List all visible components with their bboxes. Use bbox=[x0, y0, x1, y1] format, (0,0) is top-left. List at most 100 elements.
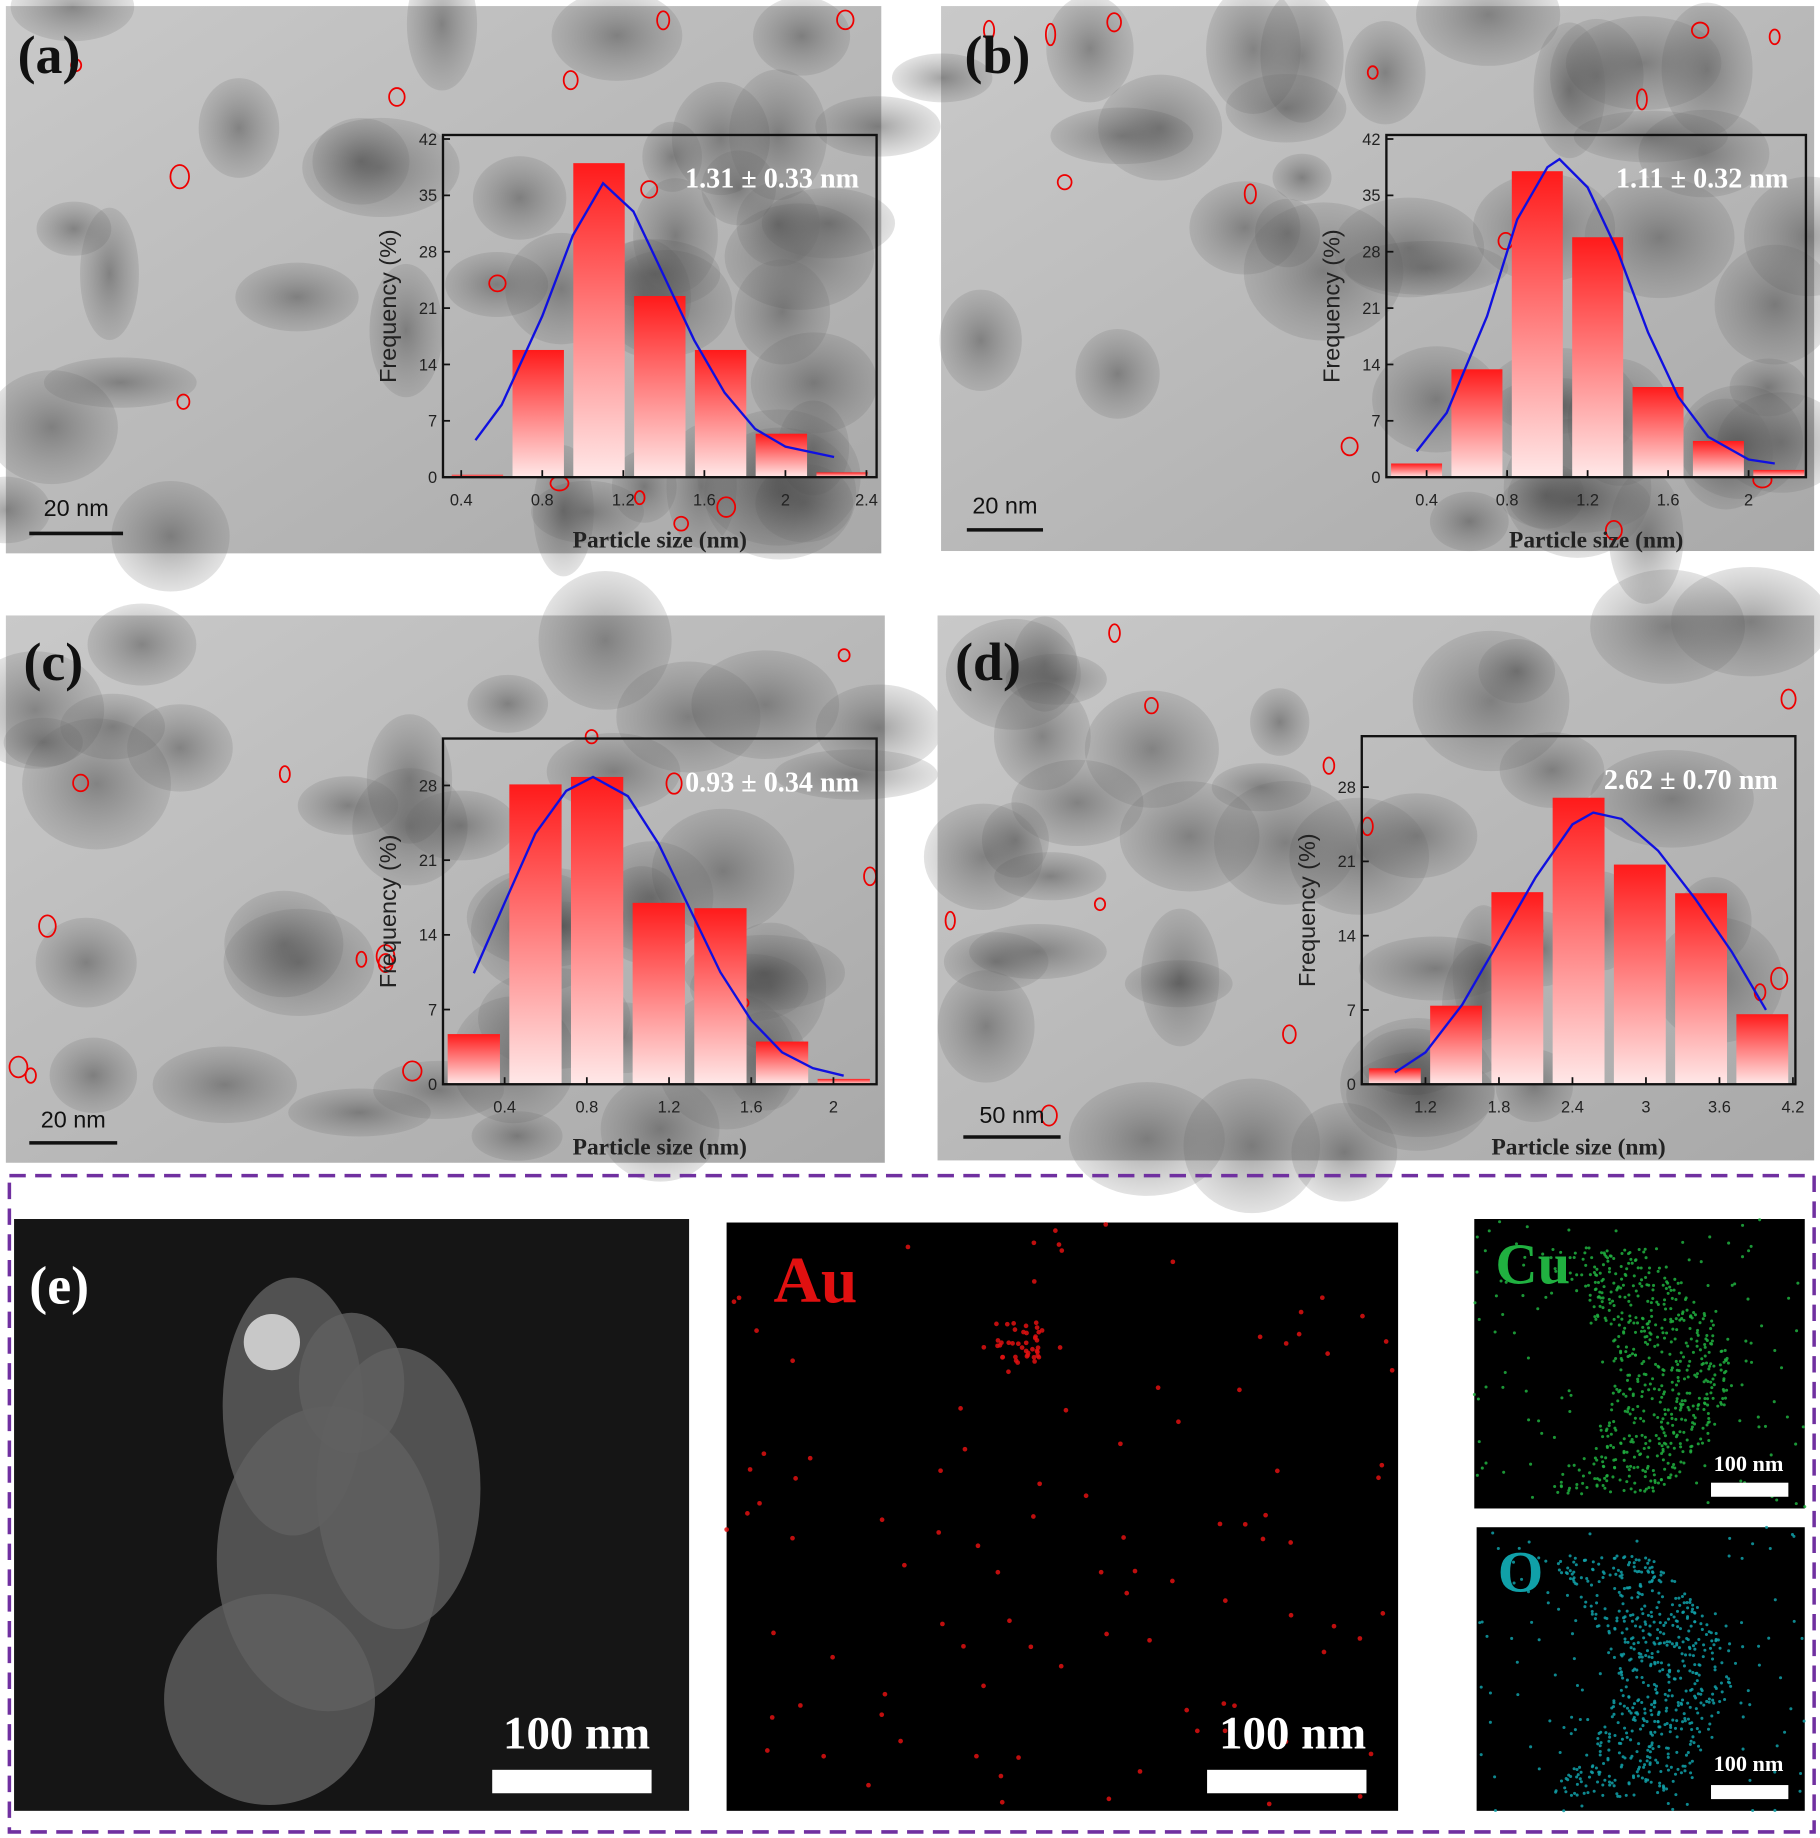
eds-dot bbox=[1693, 1373, 1697, 1377]
eds-dot bbox=[1658, 1725, 1662, 1729]
eds-dot bbox=[1749, 1244, 1753, 1248]
eds-dot bbox=[1667, 1617, 1671, 1621]
eds-dot bbox=[1703, 1397, 1707, 1401]
x-tick-label: 1.2 bbox=[658, 1098, 681, 1116]
eds-dot bbox=[1155, 1385, 1161, 1391]
eds-dot bbox=[1741, 1645, 1745, 1649]
eds-dot bbox=[1729, 1684, 1733, 1688]
eds-dot bbox=[1504, 1558, 1508, 1562]
eds-dot bbox=[1579, 1770, 1583, 1774]
eds-dot bbox=[1689, 1739, 1693, 1743]
eds-dot bbox=[1624, 1350, 1628, 1354]
eds-dot bbox=[1643, 1489, 1647, 1493]
eds-dot bbox=[1692, 1311, 1696, 1315]
eds-dot bbox=[1658, 1784, 1662, 1788]
y-tick-label: 21 bbox=[1362, 300, 1380, 318]
eds-dot bbox=[1691, 1654, 1695, 1658]
eds-dot bbox=[1630, 1619, 1634, 1623]
eds-dot bbox=[1722, 1403, 1726, 1407]
eds-dot bbox=[1668, 1668, 1672, 1672]
eds-dot bbox=[1368, 1751, 1374, 1757]
eds-dot bbox=[1646, 1464, 1650, 1468]
eds-dot bbox=[1601, 1460, 1605, 1464]
eds-dot bbox=[1624, 1345, 1628, 1349]
haadf-particle bbox=[164, 1594, 376, 1805]
eds-dot bbox=[1610, 1715, 1614, 1719]
eds-dot bbox=[1550, 1291, 1554, 1295]
eds-dot bbox=[754, 1328, 759, 1333]
eds-dot bbox=[1645, 1649, 1649, 1653]
eds-dot bbox=[1661, 1668, 1665, 1672]
eds-dot bbox=[1678, 1627, 1682, 1631]
eds-dot bbox=[1768, 1547, 1772, 1551]
eds-dot bbox=[1601, 1435, 1605, 1439]
eds-dot bbox=[1711, 1657, 1715, 1661]
eds-dot bbox=[1646, 1695, 1650, 1699]
eds-dot bbox=[1706, 1412, 1710, 1416]
eds-dot bbox=[1640, 1390, 1644, 1394]
eds-dot bbox=[1675, 1641, 1679, 1645]
eds-dot bbox=[1671, 1718, 1675, 1722]
eds-dot bbox=[1648, 1750, 1652, 1754]
eds-dot bbox=[1058, 1663, 1064, 1669]
eds-dot bbox=[1729, 1384, 1733, 1388]
eds-dot bbox=[1718, 1363, 1722, 1367]
eds-dot bbox=[1720, 1661, 1724, 1665]
eds-dot bbox=[1747, 1249, 1751, 1253]
eds-dot bbox=[1710, 1639, 1714, 1643]
eds-dot bbox=[1537, 1556, 1541, 1560]
eds-dot bbox=[1627, 1434, 1631, 1438]
eds-dot bbox=[1586, 1791, 1590, 1795]
eds-dot bbox=[1557, 1568, 1561, 1572]
eds-dot bbox=[1722, 1371, 1727, 1375]
eds-dot bbox=[1668, 1476, 1672, 1480]
eds-dot bbox=[1673, 1406, 1678, 1410]
eds-dot bbox=[1650, 1397, 1654, 1401]
eds-dot bbox=[1587, 1246, 1591, 1250]
particle-marker bbox=[24, 1067, 37, 1084]
eds-dot bbox=[1613, 1587, 1617, 1591]
particle bbox=[1225, 73, 1347, 143]
eds-dot bbox=[1673, 1677, 1677, 1681]
eds-dot bbox=[1615, 1792, 1619, 1796]
eds-dot bbox=[1748, 1703, 1752, 1707]
eds-dot bbox=[1682, 1664, 1686, 1668]
eds-dot bbox=[1595, 1484, 1599, 1488]
eds-dot bbox=[1698, 1321, 1702, 1325]
eds-dot bbox=[1741, 1715, 1745, 1719]
eds-dot bbox=[771, 1630, 776, 1636]
eds-dot bbox=[1612, 1317, 1616, 1321]
eds-dot bbox=[1589, 1604, 1593, 1608]
eds-dot bbox=[1651, 1486, 1655, 1490]
eds-dot bbox=[1591, 1764, 1595, 1768]
particle-marker bbox=[944, 910, 956, 931]
eds-dot bbox=[1659, 1570, 1663, 1574]
eds-dot bbox=[1630, 1554, 1634, 1559]
eds-dot bbox=[1626, 1355, 1630, 1359]
particle bbox=[923, 803, 1043, 910]
x-tick-label: 0.4 bbox=[493, 1098, 516, 1116]
eds-dot bbox=[1642, 1636, 1646, 1640]
particle-marker bbox=[562, 70, 579, 91]
eds-dot bbox=[1666, 1461, 1670, 1465]
eds-dot bbox=[1556, 1562, 1560, 1566]
eds-dot bbox=[1597, 1770, 1601, 1774]
eds-dot bbox=[1104, 1631, 1109, 1637]
eds-dot bbox=[1636, 1465, 1640, 1469]
eds-dot bbox=[1643, 1707, 1647, 1711]
eds-dot bbox=[1646, 1322, 1650, 1326]
eds-dot bbox=[1568, 1256, 1572, 1260]
eds-dot bbox=[1661, 1417, 1665, 1421]
eds-dot bbox=[1632, 1455, 1636, 1459]
eds-dot bbox=[1266, 1801, 1272, 1807]
eds-dot bbox=[1675, 1609, 1680, 1613]
eds-dot bbox=[1634, 1434, 1638, 1438]
eds-dot bbox=[1647, 1319, 1651, 1323]
particle-marker bbox=[70, 58, 83, 73]
eds-dot bbox=[1655, 1606, 1659, 1610]
eds-dot bbox=[1738, 1419, 1742, 1423]
eds-dot bbox=[1661, 1373, 1665, 1377]
eds-dot bbox=[1686, 1638, 1690, 1642]
eds-dot bbox=[1603, 1476, 1607, 1480]
eds-dot bbox=[1511, 1560, 1516, 1564]
